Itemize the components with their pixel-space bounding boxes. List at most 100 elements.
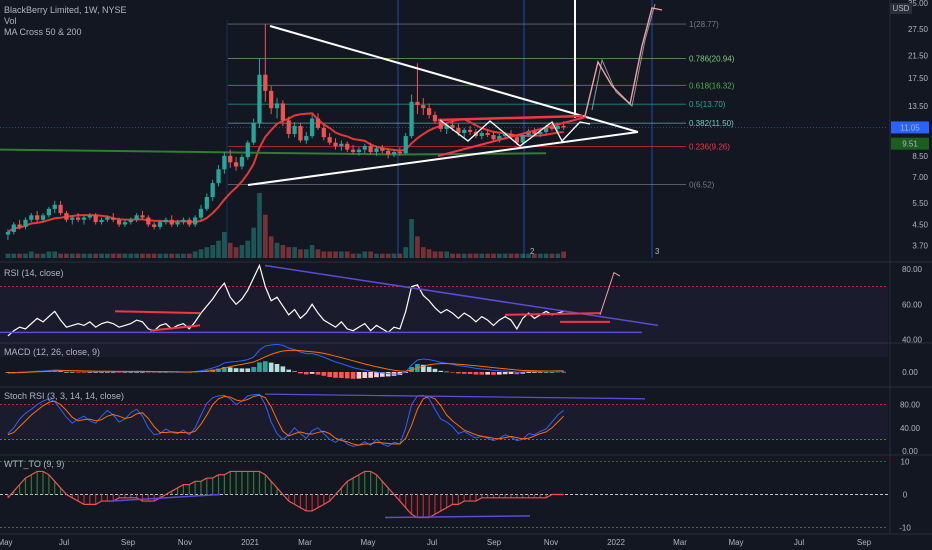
candle-body	[508, 133, 514, 138]
candle-body	[368, 146, 373, 153]
rsi-label: RSI (14, close)	[4, 268, 64, 278]
ma-price-value: 9.51	[902, 140, 918, 149]
volume-bar	[227, 242, 233, 258]
candle-body	[245, 142, 250, 158]
volume-bar	[362, 251, 368, 258]
triangle-upper-trendline	[269, 25, 639, 133]
macd-histogram-bar	[356, 372, 362, 379]
projection-path-ghost	[591, 3, 656, 111]
macd-histogram-bar	[303, 372, 309, 375]
wtt-axis-tick: 0	[903, 491, 908, 500]
candle-body	[310, 118, 315, 137]
volume-bar	[555, 253, 561, 258]
volume-bar	[210, 245, 215, 258]
volume-bar	[81, 253, 87, 258]
macd-signal-line	[7, 349, 564, 374]
macd-histogram-bar	[263, 361, 268, 372]
volume-bar	[309, 245, 315, 258]
macd-histogram-bar	[444, 371, 449, 373]
candle-body	[105, 217, 110, 220]
rsi-red-line	[504, 312, 601, 316]
candle-body	[87, 215, 92, 218]
volume-bar	[251, 227, 256, 258]
volume-bar	[157, 253, 163, 258]
volume-bar	[175, 253, 180, 258]
macd-histogram-bar	[502, 372, 508, 375]
candle-body	[456, 127, 461, 133]
candle-body	[116, 219, 122, 225]
macd-label: MACD (12, 26, close, 9)	[4, 347, 101, 357]
fib-level-label: 0.786(20.94)	[689, 54, 735, 63]
fib-level-label: 0.382(11.50)	[689, 119, 734, 128]
macd-histogram-bar	[450, 372, 455, 373]
volume-bar	[415, 236, 420, 258]
stoch-axis-tick: 0.00	[902, 447, 918, 456]
candle-body	[415, 101, 420, 105]
macd-histogram-bar	[75, 372, 81, 373]
macd-histogram-bar	[456, 372, 461, 374]
candle-body	[397, 152, 402, 154]
volume-bar	[204, 247, 210, 258]
candle-body	[532, 130, 537, 134]
volume-bar	[543, 253, 549, 258]
volume-bar	[23, 253, 28, 258]
rsi-axis-tick: 60.00	[902, 300, 923, 309]
volume-bar	[69, 253, 75, 258]
volume-bar	[467, 253, 473, 258]
candle-body	[169, 219, 174, 225]
time-axis-tick: Sep	[121, 538, 136, 547]
wave-label-3: 3	[655, 247, 660, 256]
triangle-lower-trendline	[247, 131, 639, 186]
candle-body	[438, 121, 443, 129]
volume-bar	[339, 251, 344, 258]
symbol-line: BlackBerry Limited, 1W, NYSE	[4, 5, 127, 15]
time-axis-tick: May	[0, 538, 13, 547]
candle-body	[29, 215, 34, 220]
wave-zigzag	[439, 119, 591, 147]
volume-bar	[87, 253, 93, 258]
macd-histogram-bar	[245, 368, 251, 372]
macd-histogram-bar	[239, 368, 245, 372]
candle-body	[81, 217, 87, 220]
macd-histogram-bar	[257, 362, 262, 372]
candle-body	[140, 215, 145, 218]
candle-body	[321, 127, 326, 138]
volume-bar	[537, 253, 543, 258]
time-axis-tick: 2021	[241, 538, 259, 547]
candle-body	[514, 137, 519, 143]
macd-histogram-bar	[122, 372, 128, 373]
stoch-label: Stoch RSI (3, 3, 14, 14, close)	[4, 391, 125, 401]
candle-body	[391, 152, 397, 155]
stoch-axis-tick: 40.00	[900, 424, 921, 433]
candle-body	[491, 135, 496, 140]
candle-body	[99, 219, 104, 223]
rsi-red-line	[149, 324, 201, 332]
candle-body	[181, 219, 186, 223]
candle-body	[444, 125, 449, 129]
candle-body	[374, 148, 379, 153]
fib-level-label: 0(6.52)	[689, 180, 715, 189]
macd-histogram-bar	[479, 372, 485, 375]
volume-bar	[526, 253, 531, 258]
candle-body	[479, 132, 484, 137]
volume-bar	[286, 247, 292, 258]
volume-bar	[40, 253, 46, 258]
macd-histogram-bar	[292, 371, 297, 372]
macd-histogram-bar	[555, 371, 561, 373]
candle-body	[497, 136, 502, 140]
macd-histogram-bar	[520, 372, 526, 374]
macd-histogram-bar	[93, 372, 98, 373]
macd-histogram-bar	[549, 372, 555, 373]
last-price-value: 11.05	[900, 123, 920, 132]
time-axis-tick: Nov	[544, 538, 558, 547]
resistance-line	[437, 114, 584, 122]
macd-histogram-bar	[327, 372, 332, 377]
volume-bar	[344, 251, 350, 258]
time-axis-tick: Jul	[794, 538, 804, 547]
macd-histogram-bar	[491, 372, 496, 375]
volume-bar	[385, 253, 391, 258]
candle-body	[187, 219, 192, 225]
ma-50-line	[7, 112, 564, 233]
rsi-red-line	[114, 310, 201, 315]
